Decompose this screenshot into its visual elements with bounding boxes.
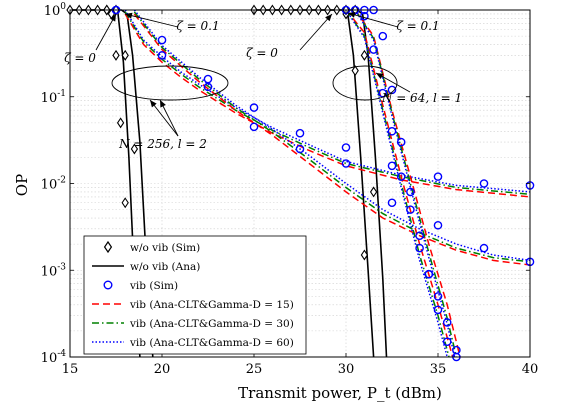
x-axis-label: Transmit power, P_t (dBm) — [238, 384, 442, 402]
annotation-text: N = 64, l = 1 — [381, 91, 462, 105]
data-point-diamond — [121, 49, 129, 61]
data-point-diamond — [130, 143, 139, 155]
tick-layer: 15 20 25 30 35 40 100 10-1 10-2 10-3 10-4 — [41, 2, 539, 377]
series-line — [354, 9, 461, 358]
data-point-circle — [479, 243, 489, 253]
series-line — [354, 9, 456, 358]
data-point-circle — [387, 198, 397, 208]
x-tick-label: 35 — [430, 362, 447, 377]
data-point-circle — [157, 35, 167, 45]
marker-layer — [66, 4, 535, 362]
series-line — [133, 9, 531, 262]
data-point-diamond — [116, 117, 125, 129]
annotation-layer: ζ = 0.1 ζ = 0 ζ = 0 ζ = 0.1 N = 64, l = 1 N =… — [64, 11, 462, 151]
y-tick-label: 100 — [44, 2, 67, 19]
data-point-circle — [415, 231, 424, 241]
annotation-arrowhead — [150, 100, 157, 108]
data-point-diamond — [112, 49, 120, 61]
legend-box — [83, 235, 307, 355]
annotation-arrow — [299, 13, 333, 51]
data-point-circle — [387, 85, 397, 95]
data-point-circle — [295, 128, 305, 138]
data-point-circle — [387, 161, 397, 171]
data-point-circle — [424, 269, 434, 279]
annotation-arrow — [347, 12, 399, 28]
annotation-ellipse — [332, 65, 398, 101]
legend-label: vib (Ana-CLT&Gamma-D = 30) — [129, 318, 294, 330]
data-point-circle — [249, 122, 259, 132]
data-point-circle — [341, 159, 351, 168]
data-point-diamond — [360, 249, 369, 261]
annotation-arrowhead — [160, 100, 166, 108]
series-line — [345, 9, 450, 358]
x-tick-label: 30 — [338, 362, 355, 377]
legend-label: vib (Ana-CLT&Gamma-D = 60) — [129, 337, 294, 349]
data-point-circle — [295, 144, 305, 154]
y-tick-label: 10-1 — [41, 89, 66, 106]
series-line — [133, 13, 531, 266]
series-line — [345, 9, 454, 358]
annotation-arrow — [149, 99, 179, 137]
data-point-circle — [396, 137, 406, 147]
annotation-text: ζ = 0 — [64, 51, 96, 65]
legend-label: w/o vib (Sim) — [130, 242, 200, 254]
data-point-circle — [406, 205, 415, 214]
data-point-circle — [249, 103, 259, 112]
annotation-text: ζ = 0 — [246, 46, 278, 60]
data-point-circle — [433, 305, 443, 315]
y-axis-label: OP — [13, 174, 31, 196]
data-point-diamond — [121, 197, 129, 209]
data-point-circle — [369, 45, 378, 54]
x-tick-label: 25 — [246, 362, 263, 377]
annotation-text: ζ = 0.1 — [396, 19, 439, 33]
data-point-circle — [387, 126, 397, 136]
annotation-arrowhead — [376, 73, 384, 80]
y-tick-label: 10-4 — [41, 349, 67, 366]
data-point-circle — [442, 337, 452, 347]
data-point-circle — [442, 318, 452, 327]
legend-label: vib (Sim) — [129, 280, 178, 292]
annotation-text: ζ = 0.1 — [176, 19, 219, 33]
x-tick-label: 15 — [62, 362, 79, 377]
data-point-diamond — [360, 49, 369, 61]
legend-label: vib (Ana-CLT&Gamma-D = 15) — [129, 299, 294, 311]
legend-swatch — [103, 280, 113, 290]
annotation-ellipse — [111, 65, 229, 101]
data-point-circle — [203, 74, 213, 84]
data-point-circle — [157, 51, 167, 60]
annotation-arrowhead — [125, 12, 133, 19]
y-tick-label: 10-3 — [41, 262, 67, 279]
annotation-arrowhead — [348, 11, 356, 18]
y-tick-label: 10-2 — [41, 176, 66, 193]
data-point-circle — [341, 143, 351, 152]
series-line — [124, 11, 531, 196]
data-point-diamond — [369, 186, 378, 198]
data-point-diamond — [351, 65, 359, 77]
data-point-circle — [433, 220, 443, 230]
legend-label: w/o vib (Ana) — [130, 261, 200, 273]
x-tick-label: 40 — [522, 362, 539, 377]
annotation-arrowhead — [109, 14, 116, 22]
annotation-arrow — [124, 13, 179, 28]
annotation-text: N = 256, l = 2 — [118, 137, 207, 151]
data-point-circle — [396, 172, 406, 181]
data-point-circle — [452, 345, 461, 355]
legend-swatch — [103, 240, 113, 254]
x-tick-label: 20 — [154, 362, 171, 377]
series-line — [133, 11, 531, 263]
data-point-circle — [433, 292, 443, 301]
data-point-circle — [479, 179, 489, 188]
annotation-arrowhead — [325, 14, 332, 22]
legend: w/o vib (Sim) w/o vib (Ana) vib (Sim) vib (… — [83, 235, 307, 355]
data-point-circle — [415, 243, 424, 253]
data-point-circle — [378, 31, 388, 41]
data-point-circle — [406, 187, 415, 197]
data-point-circle — [433, 172, 443, 181]
